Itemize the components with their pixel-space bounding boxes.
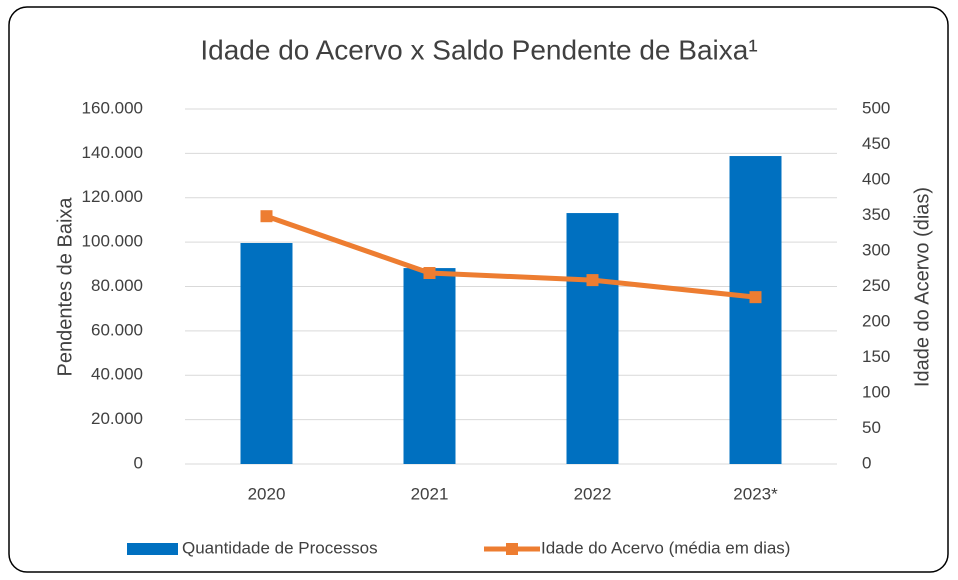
bar	[403, 268, 456, 464]
line-marker	[586, 274, 599, 287]
line-marker	[423, 267, 436, 280]
y2-tick-label: 200	[862, 311, 890, 330]
legend-marker	[506, 543, 518, 555]
x-tick-label: 2022	[574, 484, 612, 503]
bar	[566, 213, 619, 464]
y2-tick-label: 150	[862, 347, 890, 366]
y-tick-label: 40.000	[91, 365, 143, 384]
y-tick-label: 160.000	[82, 98, 143, 117]
y-tick-label: 0	[134, 453, 143, 472]
bar	[729, 156, 782, 464]
x-tick-label: 2020	[248, 484, 286, 503]
legend-label: Idade do Acervo (média em dias)	[541, 538, 790, 557]
y2-axis-label: Idade do Acervo (dias)	[911, 187, 933, 387]
y2-tick-label: 100	[862, 382, 890, 401]
x-tick-label: 2023*	[733, 484, 778, 503]
y2-tick-label: 450	[862, 134, 890, 153]
y-axis-label: Pendentes de Baixa	[54, 197, 76, 377]
y2-tick-label: 500	[862, 98, 890, 117]
chart-title: Idade do Acervo x Saldo Pendente de Baix…	[200, 34, 757, 65]
legend-label: Quantidade de Processos	[182, 538, 378, 557]
line-marker	[260, 210, 273, 223]
y-tick-label: 20.000	[91, 409, 143, 428]
line-marker	[749, 291, 762, 304]
y-tick-label: 60.000	[91, 320, 143, 339]
y-tick-label: 100.000	[82, 232, 143, 251]
line	[265, 213, 756, 300]
x-tick-label: 2021	[411, 484, 449, 503]
y2-tick-label: 250	[862, 276, 890, 295]
y-tick-label: 140.000	[82, 143, 143, 162]
legend-swatch	[127, 543, 178, 555]
y2-tick-label: 300	[862, 240, 890, 259]
y2-tick-label: 400	[862, 169, 890, 188]
bar	[240, 243, 293, 464]
y-tick-label: 120.000	[82, 187, 143, 206]
chart-frame	[8, 6, 949, 573]
y-tick-label: 80.000	[91, 276, 143, 295]
y2-tick-label: 0	[862, 453, 871, 472]
y2-tick-label: 50	[862, 418, 881, 437]
y2-tick-label: 350	[862, 205, 890, 224]
